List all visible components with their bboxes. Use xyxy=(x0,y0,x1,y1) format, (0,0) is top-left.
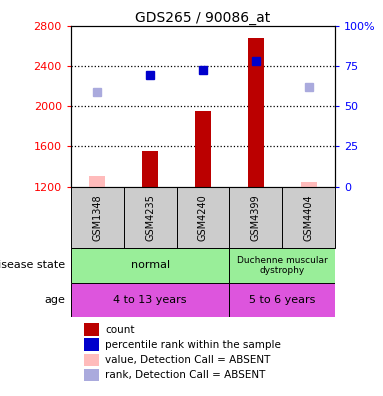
Text: GSM4399: GSM4399 xyxy=(251,194,261,241)
Bar xyxy=(142,150,158,187)
Text: percentile rank within the sample: percentile rank within the sample xyxy=(105,340,281,350)
Bar xyxy=(229,187,282,248)
Text: GSM4240: GSM4240 xyxy=(198,194,208,241)
Title: GDS265 / 90086_at: GDS265 / 90086_at xyxy=(135,11,271,25)
Bar xyxy=(71,248,229,283)
Bar xyxy=(84,369,98,381)
Text: disease state: disease state xyxy=(0,260,65,270)
Bar xyxy=(89,176,105,187)
Text: value, Detection Call = ABSENT: value, Detection Call = ABSENT xyxy=(105,355,270,365)
Text: Duchenne muscular
dystrophy: Duchenne muscular dystrophy xyxy=(237,256,327,275)
Text: GSM4235: GSM4235 xyxy=(145,194,155,241)
Bar xyxy=(124,187,177,248)
Text: normal: normal xyxy=(131,260,170,270)
Bar xyxy=(195,111,211,187)
Bar xyxy=(229,248,335,283)
Text: rank, Detection Call = ABSENT: rank, Detection Call = ABSENT xyxy=(105,370,265,380)
Text: 4 to 13 years: 4 to 13 years xyxy=(113,295,187,305)
Bar xyxy=(84,339,98,351)
Text: age: age xyxy=(45,295,65,305)
Bar xyxy=(84,323,98,336)
Text: GSM1348: GSM1348 xyxy=(92,194,102,241)
Bar xyxy=(177,187,229,248)
Bar xyxy=(229,283,335,317)
Bar xyxy=(71,283,229,317)
Bar xyxy=(84,354,98,366)
Text: 5 to 6 years: 5 to 6 years xyxy=(249,295,316,305)
Text: count: count xyxy=(105,324,135,335)
Text: GSM4404: GSM4404 xyxy=(304,194,314,241)
Bar xyxy=(248,38,264,187)
Bar xyxy=(301,182,317,187)
Bar xyxy=(282,187,335,248)
Bar xyxy=(71,187,124,248)
